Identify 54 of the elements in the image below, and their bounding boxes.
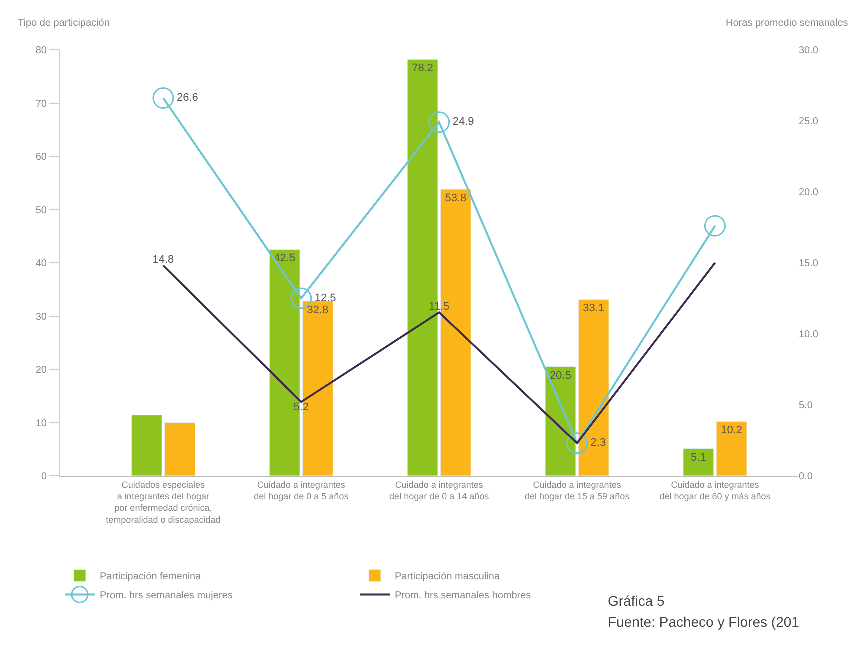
y2-tick-label: 10.0: [799, 330, 819, 340]
data-label: 11.5: [429, 300, 450, 313]
data-label: 10.2: [721, 424, 742, 437]
data-label: 5.2: [294, 401, 310, 414]
x-tick-label: Cuidados especiales a integrantes del hogar por enfermedad crónica, temporalidad o discapacidad: [106, 480, 221, 525]
y2-tick-label: 5.0: [799, 400, 814, 412]
source-note: Fuente: Pacheco y Flores (201: [608, 614, 800, 630]
data-label: 20.5: [550, 370, 572, 382]
y2-tick-label: 0.0: [799, 472, 814, 482]
data-label: 14.8: [152, 254, 174, 266]
y-tick-label: 40: [36, 258, 48, 270]
legend-label: Prom. hrs semanales hombres: [395, 590, 532, 602]
y2-tick-label: 15.0: [799, 258, 819, 270]
y-axis-title: Tipo de participación: [18, 18, 110, 29]
bar: [131, 415, 162, 476]
legend-label: Participación femenina: [100, 572, 202, 583]
x-tick-label: Cuidado a integrantes del hogar de 15 a 59 años: [524, 480, 630, 502]
data-label: 2.3: [590, 437, 606, 450]
point: [566, 432, 588, 454]
data-label: 5.1: [691, 452, 706, 464]
text: Gráfica 5: [608, 593, 666, 609]
y-tick-label: 10: [36, 418, 48, 430]
data-label: 33.1: [583, 302, 605, 315]
y-tick-label: 30: [36, 312, 48, 323]
data-label: 78.2: [412, 62, 434, 75]
bar: [716, 421, 748, 476]
data-label: 53.8: [445, 192, 467, 205]
data-label: 12.5: [314, 292, 336, 304]
x-tick-label: Cuidado a integrantes del hogar de 0 a 5 años: [254, 480, 350, 502]
y-tick-label: 80: [36, 46, 48, 56]
y2-tick-label: 20.0: [799, 188, 819, 198]
y2-axis-title: Horas promedio semanales: [726, 18, 848, 29]
x-tick-label: Cuidado a integrantes del hogar de 60 y más años: [660, 480, 772, 502]
y-tick-label: 70: [36, 98, 48, 110]
legend-label: Participación masculina: [395, 572, 500, 583]
y-tick-label: 50: [36, 205, 48, 216]
y2-tick-label: 25.0: [799, 116, 819, 128]
y-tick-label: 20: [36, 365, 48, 376]
y-tick-label: 0: [41, 472, 48, 482]
x-tick-label: Cuidado a integrantes del hogar de 0 a 14 años: [390, 480, 490, 502]
y2-tick-label: 30.0: [799, 46, 819, 56]
bar: [164, 422, 196, 476]
point: [704, 215, 726, 237]
data-label: 24.9: [452, 116, 474, 128]
bar: [545, 366, 576, 476]
data-label: 32.8: [307, 304, 329, 316]
point: [428, 112, 450, 134]
bar: [578, 299, 610, 476]
legend-label: Prom. hrs semanales mujeres: [100, 590, 233, 602]
data-label: 42.5: [274, 252, 296, 265]
y-tick-label: 60: [36, 152, 48, 163]
data-label: 26.6: [176, 92, 198, 104]
bar: [683, 448, 714, 476]
point: [152, 88, 174, 110]
